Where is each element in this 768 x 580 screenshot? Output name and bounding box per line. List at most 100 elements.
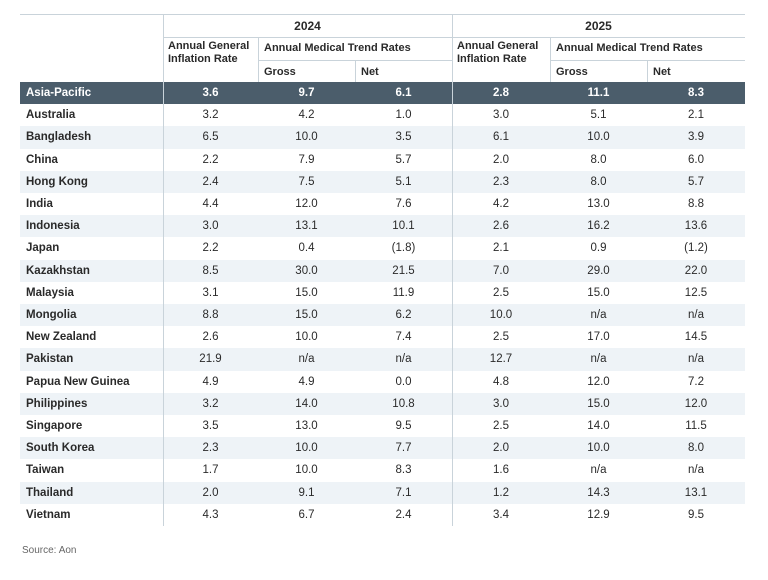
cell: 11.9	[392, 286, 415, 299]
cell: 1.2	[493, 486, 509, 499]
cell: 10.0	[489, 309, 513, 322]
cell: 2.4	[395, 508, 412, 521]
rule	[355, 60, 356, 82]
cell: 12.0	[587, 375, 610, 388]
column-header: Annual General Inflation Rate	[168, 40, 250, 65]
cell: 5.7	[395, 153, 412, 166]
cell: 3.0	[202, 220, 219, 233]
row-label: Philippines	[26, 397, 88, 410]
cell: n/a	[590, 309, 607, 322]
row-label: Bangladesh	[26, 131, 92, 144]
rule	[647, 60, 648, 82]
row-band	[20, 348, 745, 371]
cell: 15.0	[587, 397, 610, 410]
cell: 3.0	[493, 397, 509, 410]
rule	[258, 38, 259, 82]
cell: 16.2	[587, 220, 610, 233]
rule	[163, 14, 164, 526]
cell: 12.7	[489, 353, 513, 366]
cell: 13.1	[295, 220, 318, 233]
row-label: Taiwan	[26, 464, 65, 477]
cell: 14.0	[295, 397, 318, 410]
cell: 8.3	[395, 464, 412, 477]
cell: 13.0	[587, 198, 610, 211]
rule	[20, 14, 745, 15]
cell: 3.6	[202, 87, 219, 100]
cell: 5.7	[688, 175, 704, 188]
cell: 0.9	[590, 242, 607, 255]
cell: 2.2	[202, 153, 219, 166]
cell: 3.0	[493, 109, 509, 122]
cell: 8.8	[688, 198, 704, 211]
cell: 10.0	[295, 464, 318, 477]
row-label: China	[26, 153, 58, 166]
cell: 12.9	[587, 508, 610, 521]
row-label: India	[26, 198, 53, 211]
column-header: Net	[361, 65, 379, 78]
cell: 14.0	[587, 420, 610, 433]
row-band	[20, 170, 745, 193]
column-header: Net	[653, 65, 671, 78]
cell: 10.0	[587, 442, 610, 455]
cell: 10.0	[295, 131, 318, 144]
cell: 8.0	[590, 175, 607, 188]
cell: 15.0	[295, 286, 318, 299]
cell: 4.2	[493, 198, 509, 211]
cell: 2.5	[493, 286, 509, 299]
cell: 17.0	[587, 331, 610, 344]
cell: 2.5	[493, 420, 509, 433]
cell: 2.3	[493, 175, 509, 188]
cell: 10.8	[392, 397, 415, 410]
cell: 6.1	[395, 87, 412, 100]
source: Source: Aon	[22, 544, 77, 556]
cell: 9.5	[395, 420, 412, 433]
cell: 8.5	[202, 264, 219, 277]
cell: n/a	[395, 353, 412, 366]
row-label: Pakistan	[26, 353, 74, 366]
row-label: Australia	[26, 109, 76, 122]
cell: n/a	[688, 309, 704, 322]
year-header: 2024	[294, 19, 321, 33]
cell: 2.0	[493, 442, 509, 455]
cell: 6.2	[395, 309, 412, 322]
cell: 7.2	[688, 375, 704, 388]
column-header: Gross	[556, 65, 588, 78]
cell: 15.0	[587, 286, 610, 299]
cell: 7.7	[395, 442, 412, 455]
cell: 9.5	[688, 508, 704, 521]
cell: 7.6	[395, 198, 412, 211]
cell: 11.5	[685, 420, 707, 433]
cell: 10.0	[295, 442, 318, 455]
cell: 9.1	[298, 486, 315, 499]
cell: n/a	[590, 464, 607, 477]
row-band	[20, 437, 745, 460]
cell: 4.9	[202, 375, 219, 388]
cell: 11.1	[587, 87, 610, 100]
cell: 14.3	[587, 486, 610, 499]
row-label: Hong Kong	[26, 175, 88, 188]
cell: 2.1	[493, 242, 509, 255]
cell: n/a	[298, 353, 315, 366]
cell: 8.8	[202, 309, 219, 322]
cell: 21.5	[392, 264, 415, 277]
cell: 6.5	[202, 131, 219, 144]
cell: 3.1	[202, 286, 219, 299]
cell: 9.7	[298, 87, 315, 100]
cell: 10.0	[295, 331, 318, 344]
row-label: Singapore	[26, 420, 83, 433]
cell: 3.2	[202, 109, 219, 122]
cell: 10.1	[392, 220, 415, 233]
cell: 12.0	[684, 397, 708, 410]
cell: 4.8	[493, 375, 509, 388]
cell: 0.0	[395, 375, 412, 388]
row-label: Indonesia	[26, 220, 80, 233]
row-label: New Zealand	[26, 331, 97, 344]
cell: 6.1	[493, 131, 509, 144]
cell: 2.2	[202, 242, 219, 255]
column-header: Gross	[264, 65, 296, 78]
rule	[163, 37, 452, 38]
cell: 7.9	[298, 153, 315, 166]
cell: 1.0	[395, 109, 412, 122]
cell: 15.0	[295, 309, 318, 322]
